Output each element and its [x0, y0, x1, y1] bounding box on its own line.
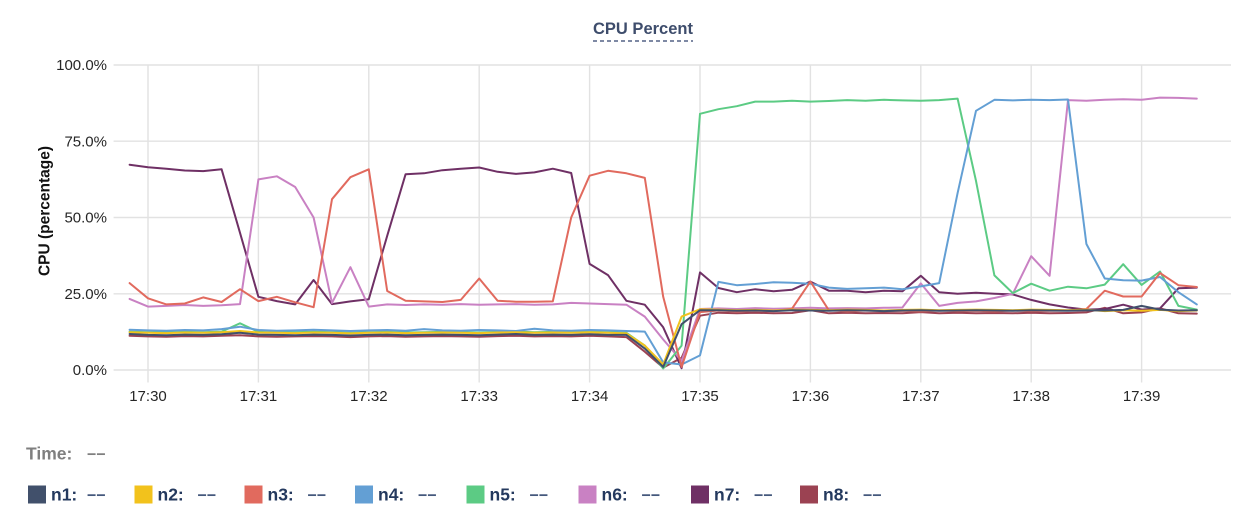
svg-text:17:31: 17:31 [240, 388, 278, 405]
svg-text:n4:: n4: [378, 485, 404, 505]
svg-text:−−: −− [87, 488, 106, 505]
svg-text:17:39: 17:39 [1123, 388, 1161, 405]
svg-text:50.0%: 50.0% [64, 210, 107, 227]
svg-text:−−: −− [198, 488, 217, 505]
svg-text:−−: −− [530, 488, 549, 505]
svg-text:−−: −− [87, 447, 106, 464]
svg-text:n1:: n1: [51, 485, 77, 505]
svg-text:−−: −− [754, 488, 773, 505]
svg-text:n2:: n2: [158, 485, 184, 505]
svg-text:n7:: n7: [714, 485, 740, 505]
svg-text:−−: −− [418, 488, 437, 505]
svg-text:0.0%: 0.0% [73, 362, 107, 379]
svg-text:17:34: 17:34 [571, 388, 609, 405]
svg-text:CPU Percent: CPU Percent [593, 20, 693, 38]
svg-text:100.0%: 100.0% [56, 57, 107, 74]
svg-text:n6:: n6: [602, 485, 628, 505]
svg-text:CPU (percentage): CPU (percentage) [37, 146, 54, 276]
svg-text:17:36: 17:36 [792, 388, 830, 405]
svg-text:25.0%: 25.0% [64, 286, 107, 303]
svg-text:17:37: 17:37 [902, 388, 940, 405]
svg-text:17:32: 17:32 [350, 388, 388, 405]
svg-text:n3:: n3: [268, 485, 294, 505]
svg-text:n8:: n8: [823, 485, 849, 505]
svg-text:−−: −− [308, 488, 327, 505]
svg-text:17:33: 17:33 [460, 388, 498, 405]
svg-text:Time:: Time: [26, 444, 72, 464]
svg-text:−−: −− [642, 488, 661, 505]
svg-text:−−: −− [863, 488, 882, 505]
svg-text:17:30: 17:30 [129, 388, 167, 405]
svg-text:n5:: n5: [490, 485, 516, 505]
svg-text:17:35: 17:35 [681, 388, 719, 405]
svg-text:17:38: 17:38 [1012, 388, 1050, 405]
svg-text:75.0%: 75.0% [64, 133, 107, 150]
